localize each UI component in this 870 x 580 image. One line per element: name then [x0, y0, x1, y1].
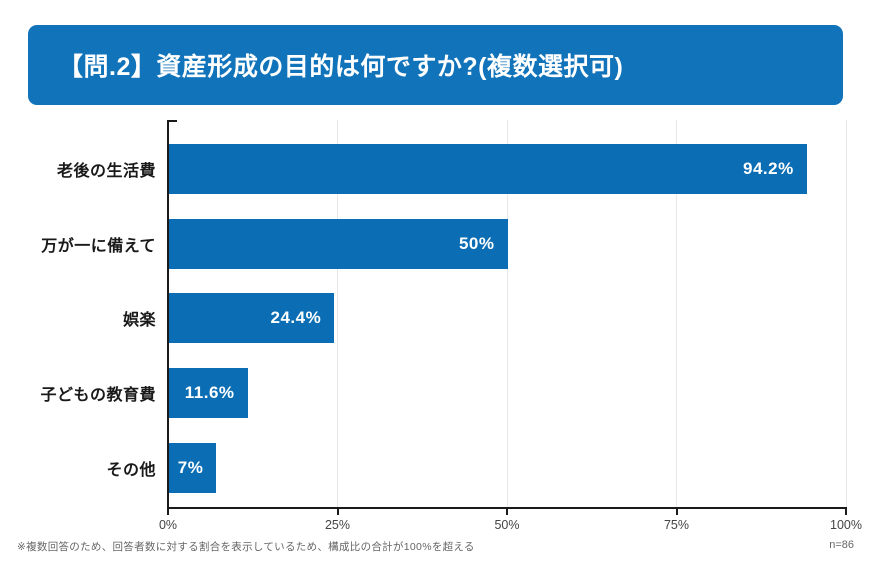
- gridline-75: [676, 120, 677, 507]
- value-label: 24.4%: [270, 308, 322, 328]
- sample-size-label: n=86: [829, 539, 854, 551]
- x-tick-label-50: 50%: [494, 518, 520, 532]
- x-tick-25: [336, 507, 339, 515]
- bar-track: 24.4%: [169, 281, 846, 356]
- x-tick-0: [167, 507, 169, 515]
- y-axis-top-tick: [168, 120, 177, 122]
- bar: 24.4%: [169, 293, 335, 344]
- category-label: その他: [106, 461, 156, 479]
- y-axis-line: [167, 120, 169, 509]
- bar-row: 万が一に備えて 50%: [0, 207, 870, 282]
- value-label: 11.6%: [184, 383, 235, 403]
- x-tick-50: [506, 507, 508, 515]
- bar-row: 老後の生活費 94.2%: [0, 132, 870, 207]
- x-tick-label-100: 100%: [830, 518, 862, 532]
- question-title: 【問.2】資産形成の目的は何ですか?(複数選択可): [58, 53, 624, 81]
- x-tick-label-0: 0%: [158, 518, 178, 532]
- category-label: 老後の生活費: [56, 163, 156, 181]
- bar-track: 11.6%: [169, 356, 846, 431]
- bar-row: 子どもの教育費 11.6%: [0, 356, 870, 431]
- x-tick-label-75: 75%: [663, 518, 690, 532]
- bar-track: 50%: [169, 207, 846, 282]
- x-tick-100: [845, 507, 847, 515]
- footnote: ※複数回答のため、回答者数に対する割合を表示しているため、構成比の合計が100%…: [17, 541, 475, 553]
- question-title-banner: 【問.2】資産形成の目的は何ですか?(複数選択可): [28, 25, 843, 105]
- bar-track: 7%: [169, 430, 846, 505]
- category-label: 子どもの教育費: [40, 387, 156, 405]
- gridline-25: [337, 120, 338, 507]
- bar-row: 娯楽 24.4%: [0, 281, 870, 356]
- bar: 94.2%: [169, 144, 807, 195]
- bar: 11.6%: [169, 368, 248, 419]
- x-tick-75: [675, 507, 678, 515]
- value-label: 50%: [458, 233, 495, 253]
- bar: 50%: [169, 218, 508, 269]
- category-label: 娯楽: [122, 312, 156, 330]
- gridline-50: [506, 120, 508, 507]
- x-tick-label-25: 25%: [324, 518, 351, 532]
- bar: 7%: [169, 442, 217, 493]
- gridline-100: [845, 120, 847, 507]
- value-label: 7%: [177, 457, 204, 477]
- bar-rows: 老後の生活費 94.2% 万が一に備えて 50% 娯楽 24.4% 子どもの教育費 11.6%…: [0, 132, 870, 505]
- value-label: 94.2%: [743, 159, 794, 179]
- bar-row: その他 7%: [0, 430, 870, 505]
- bar-track: 94.2%: [169, 132, 846, 207]
- category-label: 万が一に備えて: [41, 237, 156, 255]
